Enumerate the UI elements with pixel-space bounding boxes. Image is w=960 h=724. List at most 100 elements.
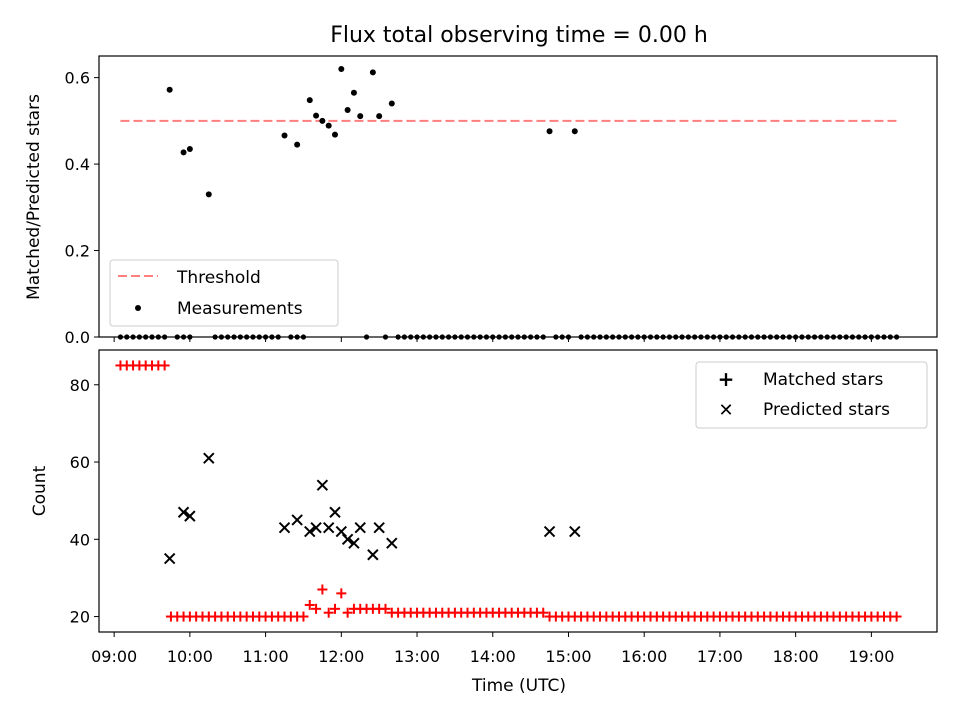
measurement-point <box>332 131 339 138</box>
matched-stars-point <box>323 607 334 618</box>
predicted-marker-b <box>177 506 190 518</box>
ratio-legend: Threshold Measurements <box>109 259 339 327</box>
predicted-stars-point <box>367 549 379 561</box>
predicted-marker-b <box>329 506 341 518</box>
x-tick-label: 09:00 <box>91 647 137 666</box>
predicted-marker-b <box>310 521 322 534</box>
ratio-ytick-label: 0.0 <box>65 328 90 347</box>
predicted-stars-point <box>329 506 341 518</box>
count-ytick-label: 60 <box>70 453 90 472</box>
measurement-point <box>546 128 553 135</box>
count-ytick-label: 20 <box>70 608 90 627</box>
predicted-stars-point <box>304 525 316 538</box>
x-tick-label: 12:00 <box>318 647 364 666</box>
matched-legend-label: Matched stars <box>763 370 883 390</box>
measurement-point <box>319 117 326 124</box>
predicted-stars-point <box>386 537 398 549</box>
measurement-point <box>388 100 395 107</box>
measurement-point <box>350 89 357 96</box>
x-tick-label: 16:00 <box>621 647 667 666</box>
predicted-stars-point <box>335 525 348 538</box>
x-tick-label: 10:00 <box>167 647 213 666</box>
matched-stars-point <box>298 611 309 622</box>
measurement-point <box>571 128 578 135</box>
predicted-stars-point <box>184 510 196 522</box>
predicted-marker-b <box>278 521 291 534</box>
predicted-stars-point <box>543 525 556 538</box>
matched-stars-point <box>317 584 328 595</box>
count-axes-frame <box>98 349 938 633</box>
matched-stars-point <box>342 607 353 618</box>
ratio-legend-box <box>109 259 339 327</box>
predicted-stars-point <box>354 521 366 534</box>
ratio-ylabel: Matched/Predicted stars <box>24 94 44 300</box>
ratio-panel: 0.0 0.2 0.4 0.6 Matched/Predicted stars Thr… <box>24 55 938 347</box>
measurement-point <box>338 65 345 72</box>
count-legend-box <box>695 361 928 429</box>
predicted-stars-point <box>177 506 190 518</box>
predicted-marker-b <box>543 525 556 538</box>
predicted-marker-b <box>569 525 581 538</box>
ratio-ytick-label: 0.4 <box>65 155 90 174</box>
predicted-stars-point <box>348 537 360 549</box>
predicted-stars-point <box>569 525 581 538</box>
predicted-marker-b <box>373 521 385 534</box>
predicted-marker-b <box>348 537 360 549</box>
matched-stars-point <box>538 607 549 618</box>
matched-stars-point <box>311 603 322 614</box>
predicted-stars-point <box>203 452 215 464</box>
matched-stars-point <box>891 611 902 622</box>
predicted-stars-point <box>291 514 303 526</box>
count-ylabel: Count <box>30 465 50 516</box>
measurement-point <box>180 149 187 156</box>
predicted-stars-point <box>373 521 385 534</box>
measurement-point <box>325 122 332 129</box>
measurement-point <box>376 113 383 120</box>
predicted-marker-b <box>163 552 176 565</box>
predicted-stars-point <box>316 479 329 491</box>
predicted-marker-b <box>367 549 379 561</box>
measurements-legend-swatch <box>135 305 141 311</box>
measurement-point <box>357 113 364 120</box>
predicted-marker-b <box>316 479 329 491</box>
matched-stars-point <box>330 603 341 614</box>
measurements-legend-label: Measurements <box>177 299 303 319</box>
measurement-point <box>306 97 313 104</box>
chart-title: Flux total observing time = 0.00 h <box>330 23 708 48</box>
predicted-marker-b <box>291 514 303 526</box>
x-tick-label: 17:00 <box>697 647 743 666</box>
predicted-marker-b <box>341 533 354 545</box>
predicted-marker-b <box>354 521 366 534</box>
ratio-ytick-label: 0.6 <box>65 69 90 88</box>
x-axis-label: Time (UTC) <box>471 676 566 696</box>
measurement-point <box>166 86 173 93</box>
predicted-marker-b <box>304 525 316 538</box>
measurement-point <box>344 107 351 114</box>
matched-stars-point <box>304 599 315 610</box>
predicted-marker-b <box>386 537 398 549</box>
matched-stars-point <box>159 360 170 371</box>
predicted-marker-b <box>184 510 196 522</box>
ratio-ytick-label: 0.2 <box>65 242 90 261</box>
x-tick-label: 11:00 <box>243 647 289 666</box>
predicted-stars-point <box>341 533 354 545</box>
ratio-axes-frame <box>98 55 938 338</box>
predicted-marker-b <box>203 452 215 464</box>
matched-stars-point <box>336 588 347 599</box>
measurement-point <box>186 145 193 152</box>
matched-legend-swatch: + <box>718 367 735 391</box>
matched-stars-point <box>380 603 391 614</box>
predicted-stars-point <box>322 521 335 534</box>
predicted-legend-swatch: ✕ <box>718 400 733 421</box>
predicted-stars-point <box>278 521 291 534</box>
measurement-point <box>369 69 376 76</box>
threshold-legend-label: Threshold <box>176 268 261 288</box>
predicted-marker-b <box>322 521 335 534</box>
predicted-stars-point <box>310 521 322 534</box>
x-tick-label: 14:00 <box>470 647 516 666</box>
x-tick-label: 19:00 <box>848 647 894 666</box>
measurement-point <box>313 112 320 119</box>
predicted-marker-b <box>335 525 348 538</box>
count-ytick-label: 40 <box>70 530 90 549</box>
